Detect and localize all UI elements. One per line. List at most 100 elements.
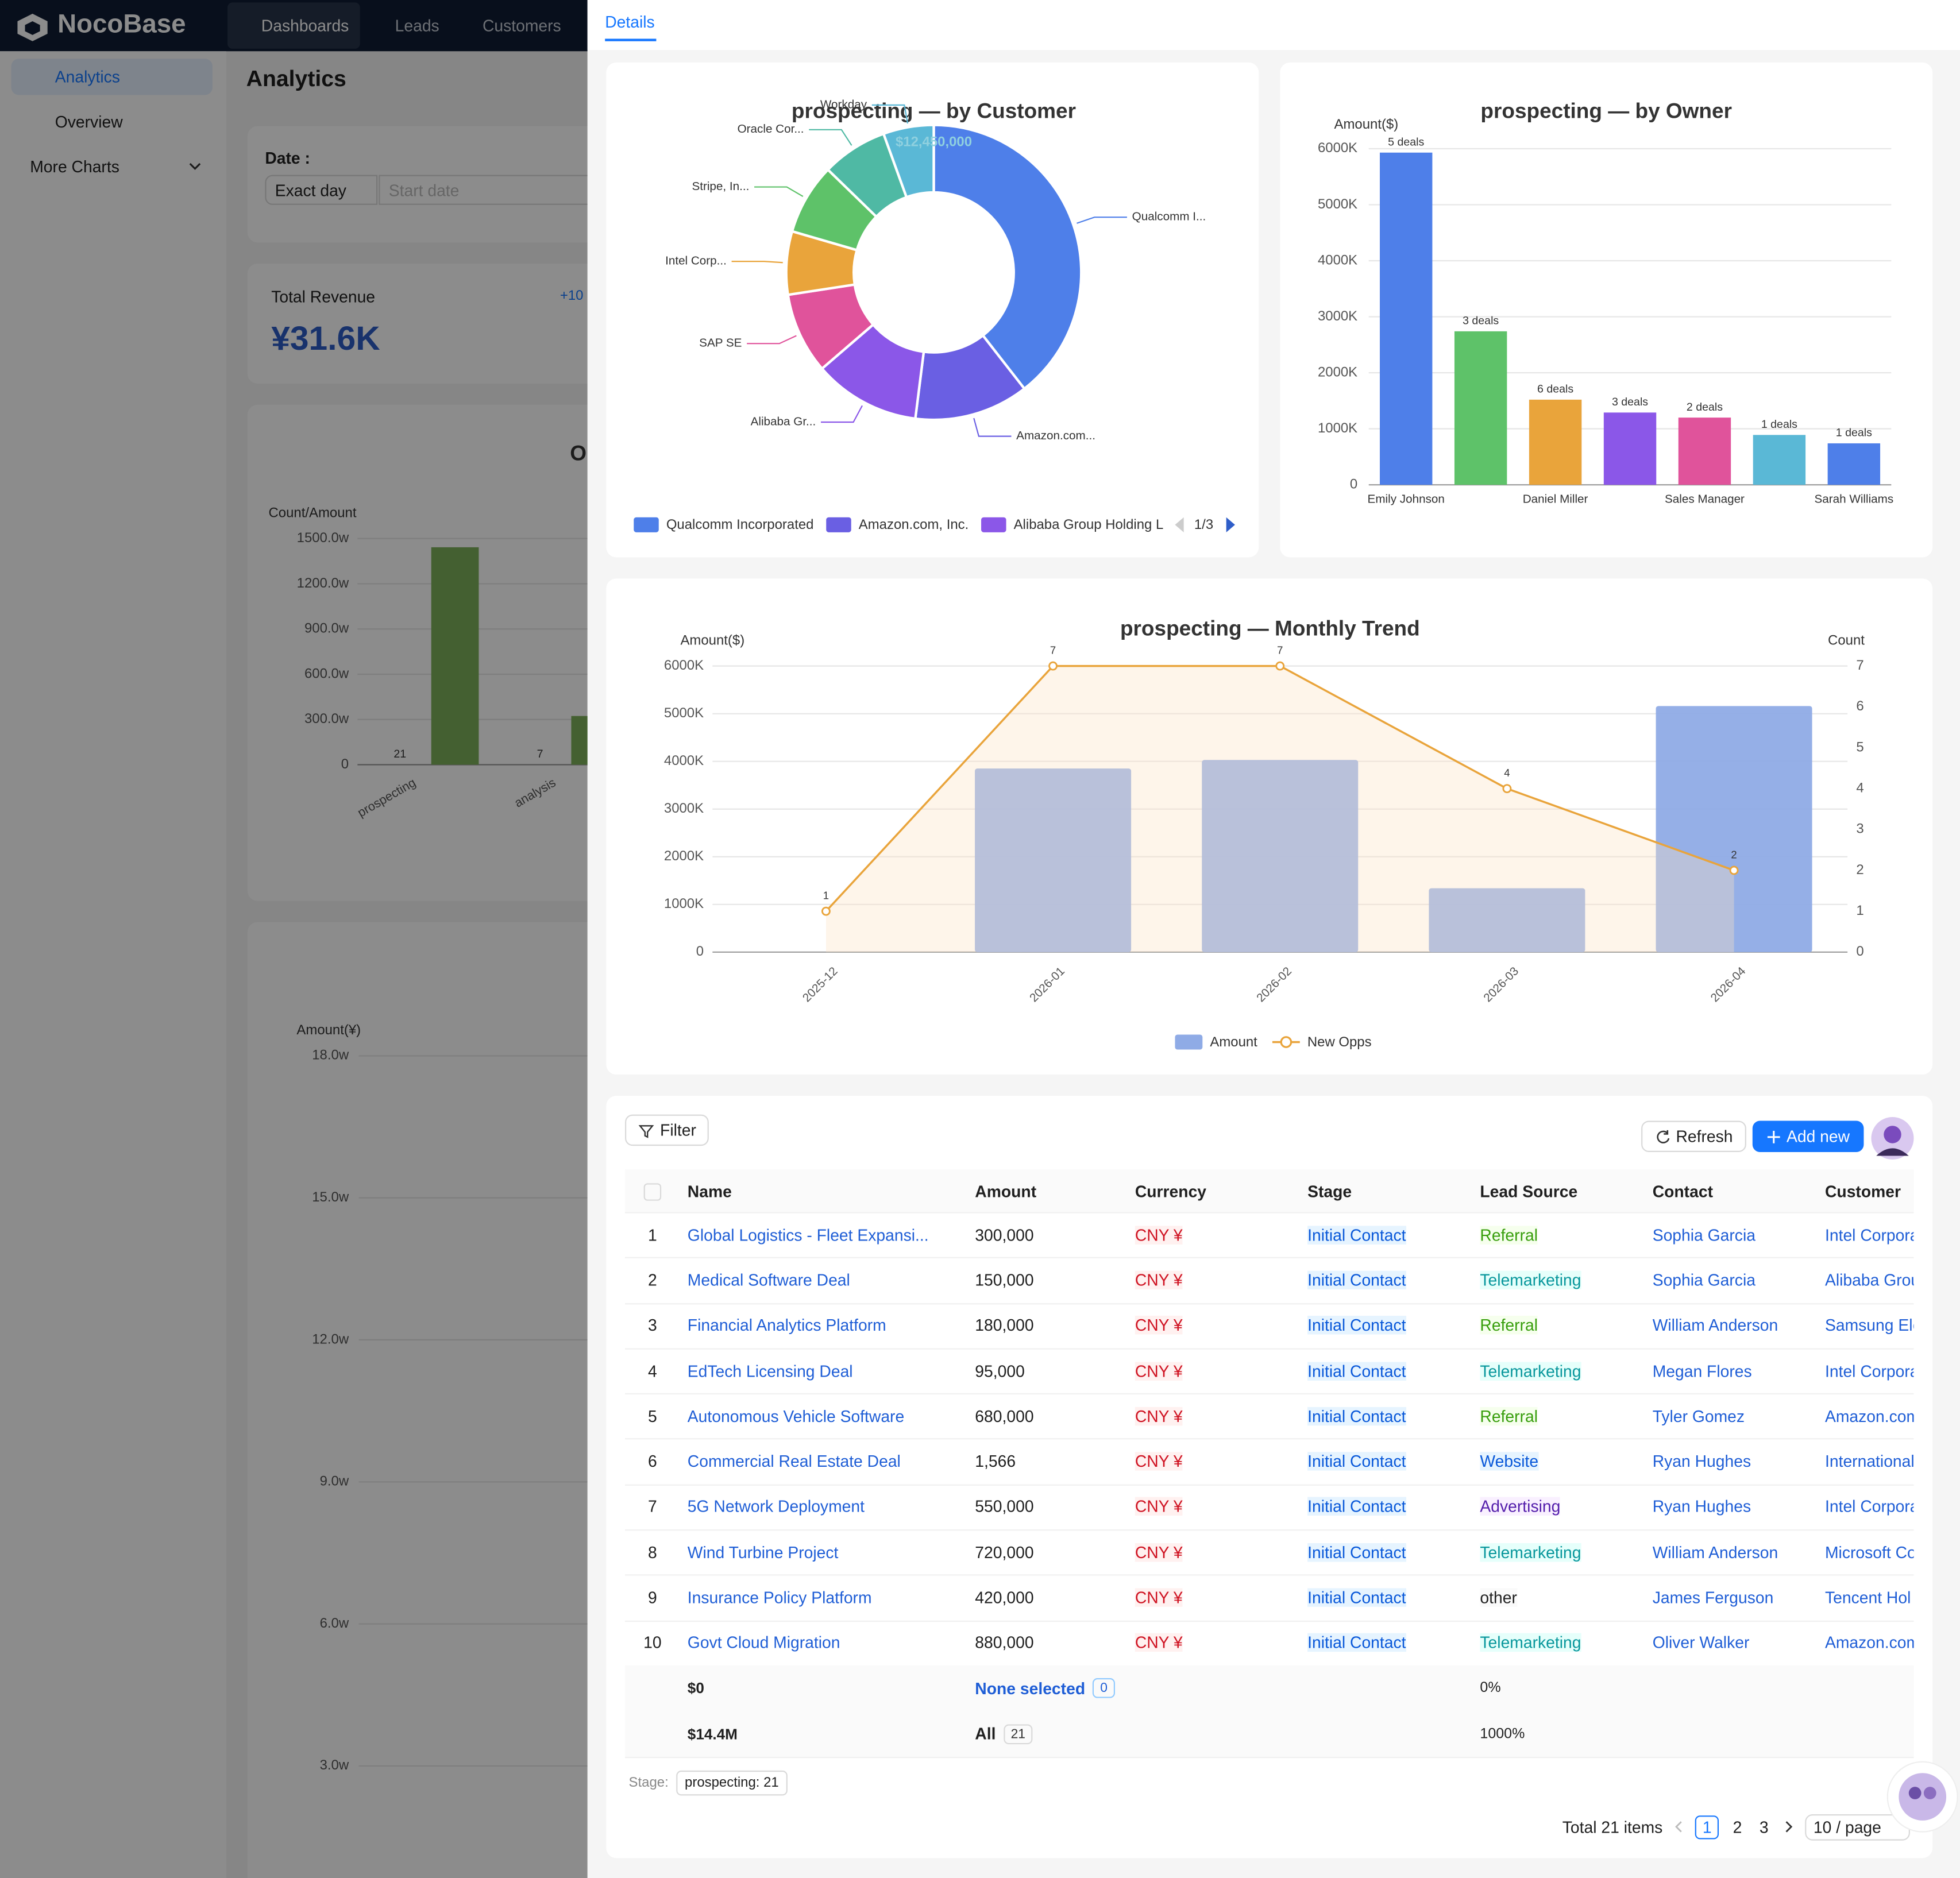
cell-amount: 550,000 [975,1497,1034,1517]
cell-customer[interactable]: Intel Corpora [1824,1361,1914,1381]
date-input[interactable]: Start date [379,175,616,205]
cell-name[interactable]: 5G Network Deployment [687,1497,865,1517]
tag: Initial Contact [1307,1270,1406,1290]
bar [1656,706,1812,952]
tag: Website [1480,1452,1539,1471]
prev-page[interactable] [1673,1819,1685,1834]
cell-name[interactable]: Autonomous Vehicle Software [687,1406,905,1426]
cell-contact[interactable]: William Anderson [1652,1316,1778,1335]
cell-currency: CNY ¥ [1128,1633,1300,1652]
y-tick-label: 300.0w [304,711,349,727]
page-number[interactable]: 3 [1759,1817,1769,1837]
filter-button[interactable]: Filter [625,1114,709,1146]
legend-label: Amazon.com, Inc. [859,517,969,532]
row-index: 10 [643,1633,662,1652]
chart-card: prospecting — Monthly Trend Amount($) Coun… [606,578,1933,1075]
checkbox[interactable] [643,1183,662,1201]
y-tick-label: 3000K [1318,308,1357,324]
leader-line [754,186,804,197]
cell-name[interactable]: Govt Cloud Migration [687,1633,840,1652]
cell-contact[interactable]: Sophia Garcia [1652,1270,1755,1290]
cell-customer[interactable]: Samsung Ele [1824,1316,1914,1335]
cell-customer[interactable]: Microsoft Co [1824,1543,1914,1562]
next-page[interactable] [1782,1819,1795,1834]
bar-label: 6 deals [1537,383,1573,396]
cell-amount: 300,000 [975,1225,1034,1245]
cell-contact[interactable]: Ryan Hughes [1652,1497,1751,1517]
cell-name[interactable]: Commercial Real Estate Deal [687,1452,901,1471]
menu-item[interactable]: More Charts [30,157,119,176]
tag: Initial Contact [1307,1543,1406,1562]
tag: Telemarketing [1480,1361,1581,1381]
menu-item[interactable]: Overview [55,112,123,132]
kpi-card: Total Revenue ¥31.6K +10 [247,264,623,384]
tab-ink [605,38,657,41]
cell-contact[interactable]: Sophia Garcia [1652,1225,1755,1245]
row-index: 5 [647,1406,657,1426]
cell-customer[interactable]: Alibaba Grou [1824,1270,1914,1290]
tag: CNY ¥ [1135,1497,1183,1517]
page-number[interactable]: 2 [1733,1817,1742,1837]
cell-customer[interactable]: Intel Corpora [1824,1225,1914,1245]
table-row: 9 Insurance Policy Platform 420,000 CNY ¥ In… [625,1575,1914,1622]
nav-item[interactable]: Customers [482,16,561,35]
cell-contact[interactable]: Megan Flores [1652,1361,1752,1381]
cell-customer[interactable]: Amazon.com [1824,1406,1914,1426]
y-tick-label: 1000K [664,896,704,911]
summary-name[interactable]: None selected [975,1679,1086,1698]
cell-name[interactable]: Wind Turbine Project [687,1543,839,1562]
user-avatar[interactable] [1870,1116,1915,1161]
assistant-avatar[interactable] [1885,1759,1960,1834]
date-mode-select[interactable]: Exact day [265,175,378,205]
tab[interactable]: Details [605,12,655,32]
bar-label: 3 deals [1612,396,1648,408]
cell-contact[interactable]: William Anderson [1652,1543,1778,1562]
mask[interactable] [0,0,588,1878]
cell-stage: Initial Contact [1300,1406,1472,1426]
y-tick-label: 1200.0w [297,575,349,591]
cell-customer[interactable]: Tencent Hol [1824,1588,1911,1607]
cell-contact[interactable]: Oliver Walker [1652,1633,1750,1652]
cell-lead-source: Telemarketing [1472,1361,1645,1381]
refresh-button[interactable]: Refresh [1641,1120,1746,1152]
cell-contact[interactable]: Ryan Hughes [1652,1452,1751,1471]
cell-stage: Initial Contact [1300,1270,1472,1290]
cell-customer[interactable]: Intel Corpora [1824,1497,1914,1517]
add-button[interactable]: Add new [1752,1120,1864,1152]
header-cell: Name [687,1181,732,1200]
cell-name[interactable]: Insurance Policy Platform [687,1588,872,1607]
page-number[interactable]: 1 [1695,1815,1719,1839]
header-cell: Lead Source [1480,1181,1578,1200]
cell-currency: CNY ¥ [1128,1270,1300,1290]
point-label: 2 [1731,848,1737,860]
cell-name[interactable]: EdTech Licensing Deal [687,1361,853,1381]
tag: Telemarketing [1480,1633,1581,1652]
cell-name[interactable]: Financial Analytics Platform [687,1316,886,1335]
slice [932,123,1083,391]
cell-amount: 95,000 [975,1361,1025,1381]
tag: Initial Contact [1307,1225,1406,1245]
arrow-icon [1785,1821,1792,1833]
nav-item[interactable]: Dashboards [261,16,349,35]
cell-contact[interactable]: James Ferguson [1652,1588,1774,1607]
cell-name[interactable]: Global Logistics - Fleet Expansi... [687,1225,929,1245]
summary-selection: None selected 0 [967,1678,1128,1699]
header-cell: Contact [1652,1181,1713,1200]
nav-item[interactable]: Leads [395,16,439,35]
y-tick-label: 1 [1856,903,1863,918]
cell-contact[interactable]: Tyler Gomez [1652,1406,1745,1426]
tag: Telemarketing [1480,1543,1581,1562]
cell-stage: Initial Contact [1300,1588,1472,1607]
menu-item[interactable]: Analytics [55,67,120,87]
tag: CNY ¥ [1135,1225,1183,1245]
table-row: 2 Medical Software Deal 150,000 CNY ¥ Initia… [625,1257,1914,1304]
table-row: 3 Financial Analytics Platform 180,000 CNY … [625,1303,1914,1350]
x-tick-label: 2026-02 [1254,964,1294,1004]
group-tag[interactable]: prospecting: 21 [676,1770,788,1796]
cell-amount: 880,000 [975,1633,1034,1652]
cell-name[interactable]: Medical Software Deal [687,1270,850,1290]
cell-customer[interactable]: Amazon.com [1824,1633,1914,1652]
cell-currency: CNY ¥ [1128,1225,1300,1245]
cell-customer[interactable]: International [1824,1452,1914,1471]
